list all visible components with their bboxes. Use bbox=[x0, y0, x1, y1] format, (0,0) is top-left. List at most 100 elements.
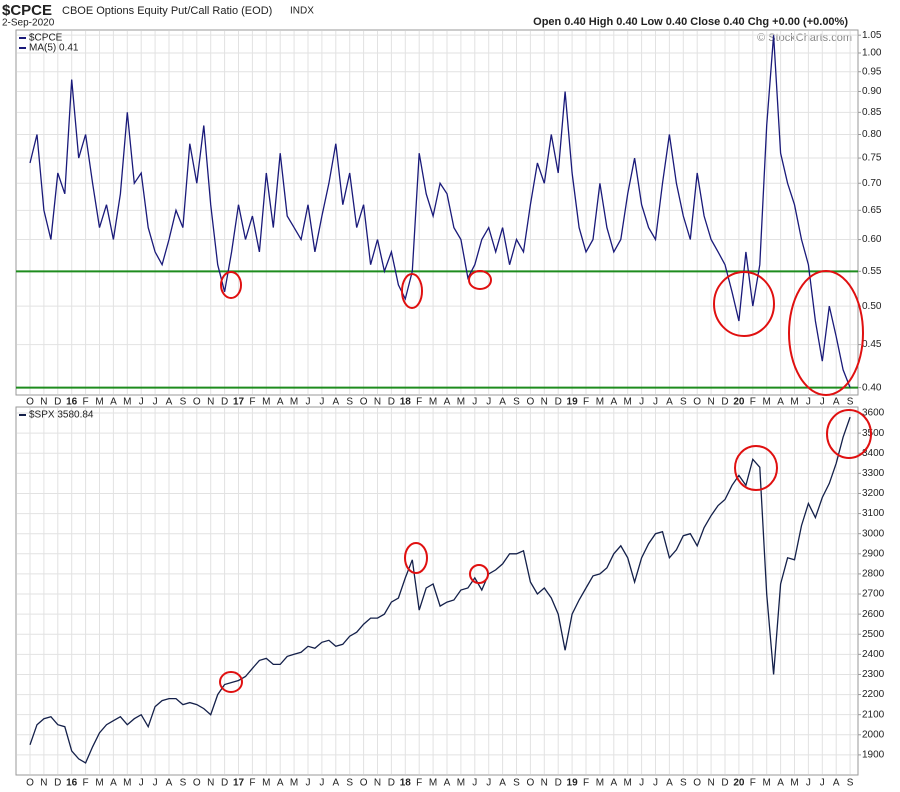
x-tick-label: A bbox=[666, 397, 673, 408]
y-tick-label: 2500 bbox=[862, 629, 885, 640]
x-tick-label: O bbox=[360, 397, 368, 408]
x-tick-label: A bbox=[499, 778, 506, 789]
x-tick-label: D bbox=[555, 778, 562, 789]
exchange: INDX bbox=[290, 6, 314, 17]
x-tick-label: M bbox=[790, 397, 798, 408]
plot-frame bbox=[15, 406, 859, 776]
x-tick-label: M bbox=[290, 778, 298, 789]
x-tick-label: M bbox=[596, 778, 604, 789]
y-tick-label: 0.90 bbox=[862, 86, 882, 97]
x-tick-label: N bbox=[40, 778, 47, 789]
y-tick-label: 0.60 bbox=[862, 234, 882, 245]
y-tick-label: 0.50 bbox=[862, 301, 882, 312]
x-tick-label: M bbox=[262, 397, 270, 408]
security-name: CBOE Options Equity Put/Call Ratio (EOD) bbox=[62, 5, 272, 17]
x-tick-label: S bbox=[180, 778, 187, 789]
x-tick-label: S bbox=[847, 778, 854, 789]
x-tick-label: 18 bbox=[400, 397, 412, 408]
x-tick-label: F bbox=[83, 778, 89, 789]
legend-label: MA(5) 0.41 bbox=[29, 43, 79, 54]
y-tick-label: 2300 bbox=[862, 669, 885, 680]
plot-frame bbox=[15, 29, 859, 396]
x-tick-label: S bbox=[680, 778, 687, 789]
x-tick-label: N bbox=[374, 397, 381, 408]
x-tick-label: F bbox=[416, 778, 422, 789]
x-tick-label: A bbox=[610, 778, 617, 789]
x-tick-label: D bbox=[221, 778, 228, 789]
y-tick-label: 2000 bbox=[862, 729, 885, 740]
x-tick-label: A bbox=[332, 397, 339, 408]
y-tick-label: 0.55 bbox=[862, 266, 882, 277]
x-tick-label: A bbox=[332, 778, 339, 789]
circle-annotation bbox=[220, 271, 242, 299]
x-tick-label: D bbox=[221, 397, 228, 408]
x-tick-label: F bbox=[583, 397, 589, 408]
x-tick-label: A bbox=[777, 778, 784, 789]
x-tick-label: M bbox=[95, 397, 103, 408]
x-tick-label: J bbox=[153, 397, 158, 408]
x-tick-label: J bbox=[820, 397, 825, 408]
legend-label: $SPX 3580.84 bbox=[29, 410, 94, 421]
annotations bbox=[219, 270, 872, 693]
x-tick-label: F bbox=[249, 397, 255, 408]
x-tick-label: A bbox=[499, 397, 506, 408]
x-tick-label: F bbox=[83, 397, 89, 408]
x-tick-label: O bbox=[693, 778, 701, 789]
y-tick-label: 3100 bbox=[862, 508, 885, 519]
x-tick-label: 20 bbox=[733, 778, 745, 789]
circle-annotation bbox=[469, 564, 489, 584]
x-tick-label: J bbox=[139, 397, 144, 408]
x-tick-label: J bbox=[153, 778, 158, 789]
y-tick-label: 2900 bbox=[862, 548, 885, 559]
x-tick-label: M bbox=[596, 397, 604, 408]
x-tick-label: 17 bbox=[233, 397, 245, 408]
x-tick-label: J bbox=[472, 397, 477, 408]
x-tick-label: A bbox=[777, 397, 784, 408]
y-tick-label: 0.80 bbox=[862, 129, 882, 140]
x-tick-label: 19 bbox=[567, 778, 579, 789]
x-tick-label: N bbox=[40, 397, 47, 408]
symbol: $CPCE bbox=[2, 2, 52, 19]
x-tick-label: 16 bbox=[66, 778, 78, 789]
x-tick-label: O bbox=[26, 397, 34, 408]
circle-annotation bbox=[468, 270, 492, 290]
x-tick-label: O bbox=[527, 397, 535, 408]
y-tick-label: 2800 bbox=[862, 569, 885, 580]
x-tick-label: A bbox=[666, 778, 673, 789]
x-tick-label: M bbox=[763, 397, 771, 408]
y-tick-label: 2200 bbox=[862, 689, 885, 700]
legend-label: $CPCE bbox=[29, 33, 63, 44]
x-tick-label: A bbox=[444, 778, 451, 789]
circle-annotation bbox=[401, 273, 423, 309]
x-tick-label: J bbox=[306, 397, 311, 408]
x-tick-label: D bbox=[54, 397, 61, 408]
y-tick-label: 1.05 bbox=[862, 30, 882, 41]
circle-annotation bbox=[788, 270, 864, 396]
x-tick-label: J bbox=[139, 778, 144, 789]
x-tick-label: S bbox=[513, 778, 520, 789]
circle-annotation bbox=[713, 271, 775, 337]
x-tick-label: A bbox=[833, 778, 840, 789]
x-tick-label: F bbox=[750, 397, 756, 408]
x-tick-label: 16 bbox=[66, 397, 78, 408]
circle-annotation bbox=[734, 445, 778, 491]
x-tick-label: O bbox=[527, 778, 535, 789]
x-tick-label: M bbox=[429, 397, 437, 408]
x-tick-label: J bbox=[486, 778, 491, 789]
x-tick-label: M bbox=[763, 778, 771, 789]
x-tick-label: D bbox=[54, 778, 61, 789]
x-tick-label: A bbox=[277, 778, 284, 789]
y-tick-label: 2100 bbox=[862, 709, 885, 720]
x-tick-label: M bbox=[123, 778, 131, 789]
x-tick-label: M bbox=[290, 397, 298, 408]
circle-annotation bbox=[219, 671, 243, 693]
x-tick-label: J bbox=[486, 397, 491, 408]
y-tick-label: 3200 bbox=[862, 488, 885, 499]
x-tick-label: O bbox=[693, 397, 701, 408]
x-tick-label: N bbox=[707, 778, 714, 789]
x-tick-label: M bbox=[95, 778, 103, 789]
x-tick-label: F bbox=[750, 778, 756, 789]
x-tick-label: J bbox=[319, 778, 324, 789]
quote: Open 0.40 High 0.40 Low 0.40 Close 0.40 … bbox=[533, 16, 848, 28]
